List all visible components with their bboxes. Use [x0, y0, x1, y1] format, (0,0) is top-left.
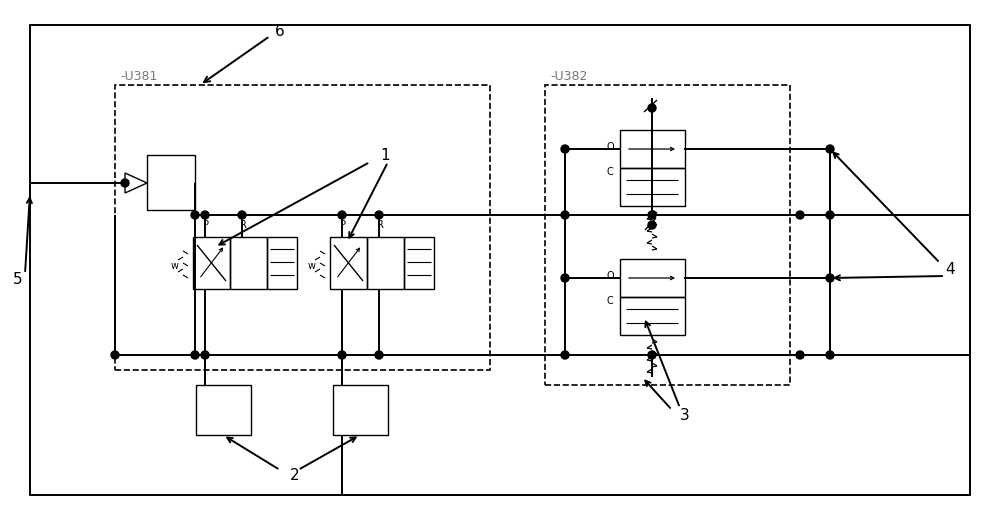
Circle shape — [338, 211, 346, 219]
Text: 2: 2 — [290, 468, 300, 483]
Text: 1: 1 — [380, 147, 390, 163]
Circle shape — [561, 351, 569, 359]
Bar — [367, 237, 404, 289]
Circle shape — [238, 211, 246, 219]
Text: -U382: -U382 — [550, 71, 587, 83]
Circle shape — [796, 351, 804, 359]
Circle shape — [826, 274, 834, 282]
Circle shape — [375, 211, 383, 219]
Circle shape — [796, 211, 804, 219]
Circle shape — [111, 351, 119, 359]
Text: P: P — [340, 220, 346, 230]
Bar — [196, 385, 251, 435]
Text: P: P — [203, 220, 209, 230]
Circle shape — [375, 351, 383, 359]
Circle shape — [648, 221, 656, 229]
Text: O: O — [606, 271, 614, 281]
Bar — [230, 237, 267, 289]
Circle shape — [191, 211, 199, 219]
Text: 3: 3 — [680, 407, 690, 422]
Text: R: R — [377, 220, 383, 230]
Circle shape — [191, 351, 199, 359]
Text: 4: 4 — [945, 263, 955, 278]
Bar — [267, 237, 297, 289]
Circle shape — [201, 351, 209, 359]
Circle shape — [826, 351, 834, 359]
Text: w: w — [171, 261, 179, 270]
Bar — [147, 155, 195, 210]
Circle shape — [561, 274, 569, 282]
Circle shape — [561, 211, 569, 219]
Text: -U381: -U381 — [120, 71, 157, 83]
Text: O: O — [606, 142, 614, 152]
Text: 5: 5 — [13, 272, 23, 287]
Circle shape — [561, 145, 569, 153]
Circle shape — [648, 211, 656, 219]
Bar — [115, 85, 490, 370]
Text: R: R — [240, 220, 246, 230]
Text: 6: 6 — [275, 25, 285, 40]
Bar — [620, 259, 685, 297]
Bar — [404, 237, 434, 289]
Circle shape — [121, 179, 129, 187]
Bar — [330, 237, 367, 289]
Circle shape — [201, 211, 209, 219]
Bar — [545, 85, 790, 385]
Circle shape — [826, 145, 834, 153]
Bar — [620, 168, 685, 206]
Text: C: C — [607, 167, 613, 177]
Bar — [620, 130, 685, 168]
Text: C: C — [607, 296, 613, 306]
Circle shape — [648, 104, 656, 112]
Bar — [620, 297, 685, 335]
Bar — [193, 237, 230, 289]
Text: w: w — [308, 261, 316, 270]
Circle shape — [648, 351, 656, 359]
Circle shape — [338, 351, 346, 359]
Bar — [333, 385, 388, 435]
Circle shape — [826, 211, 834, 219]
